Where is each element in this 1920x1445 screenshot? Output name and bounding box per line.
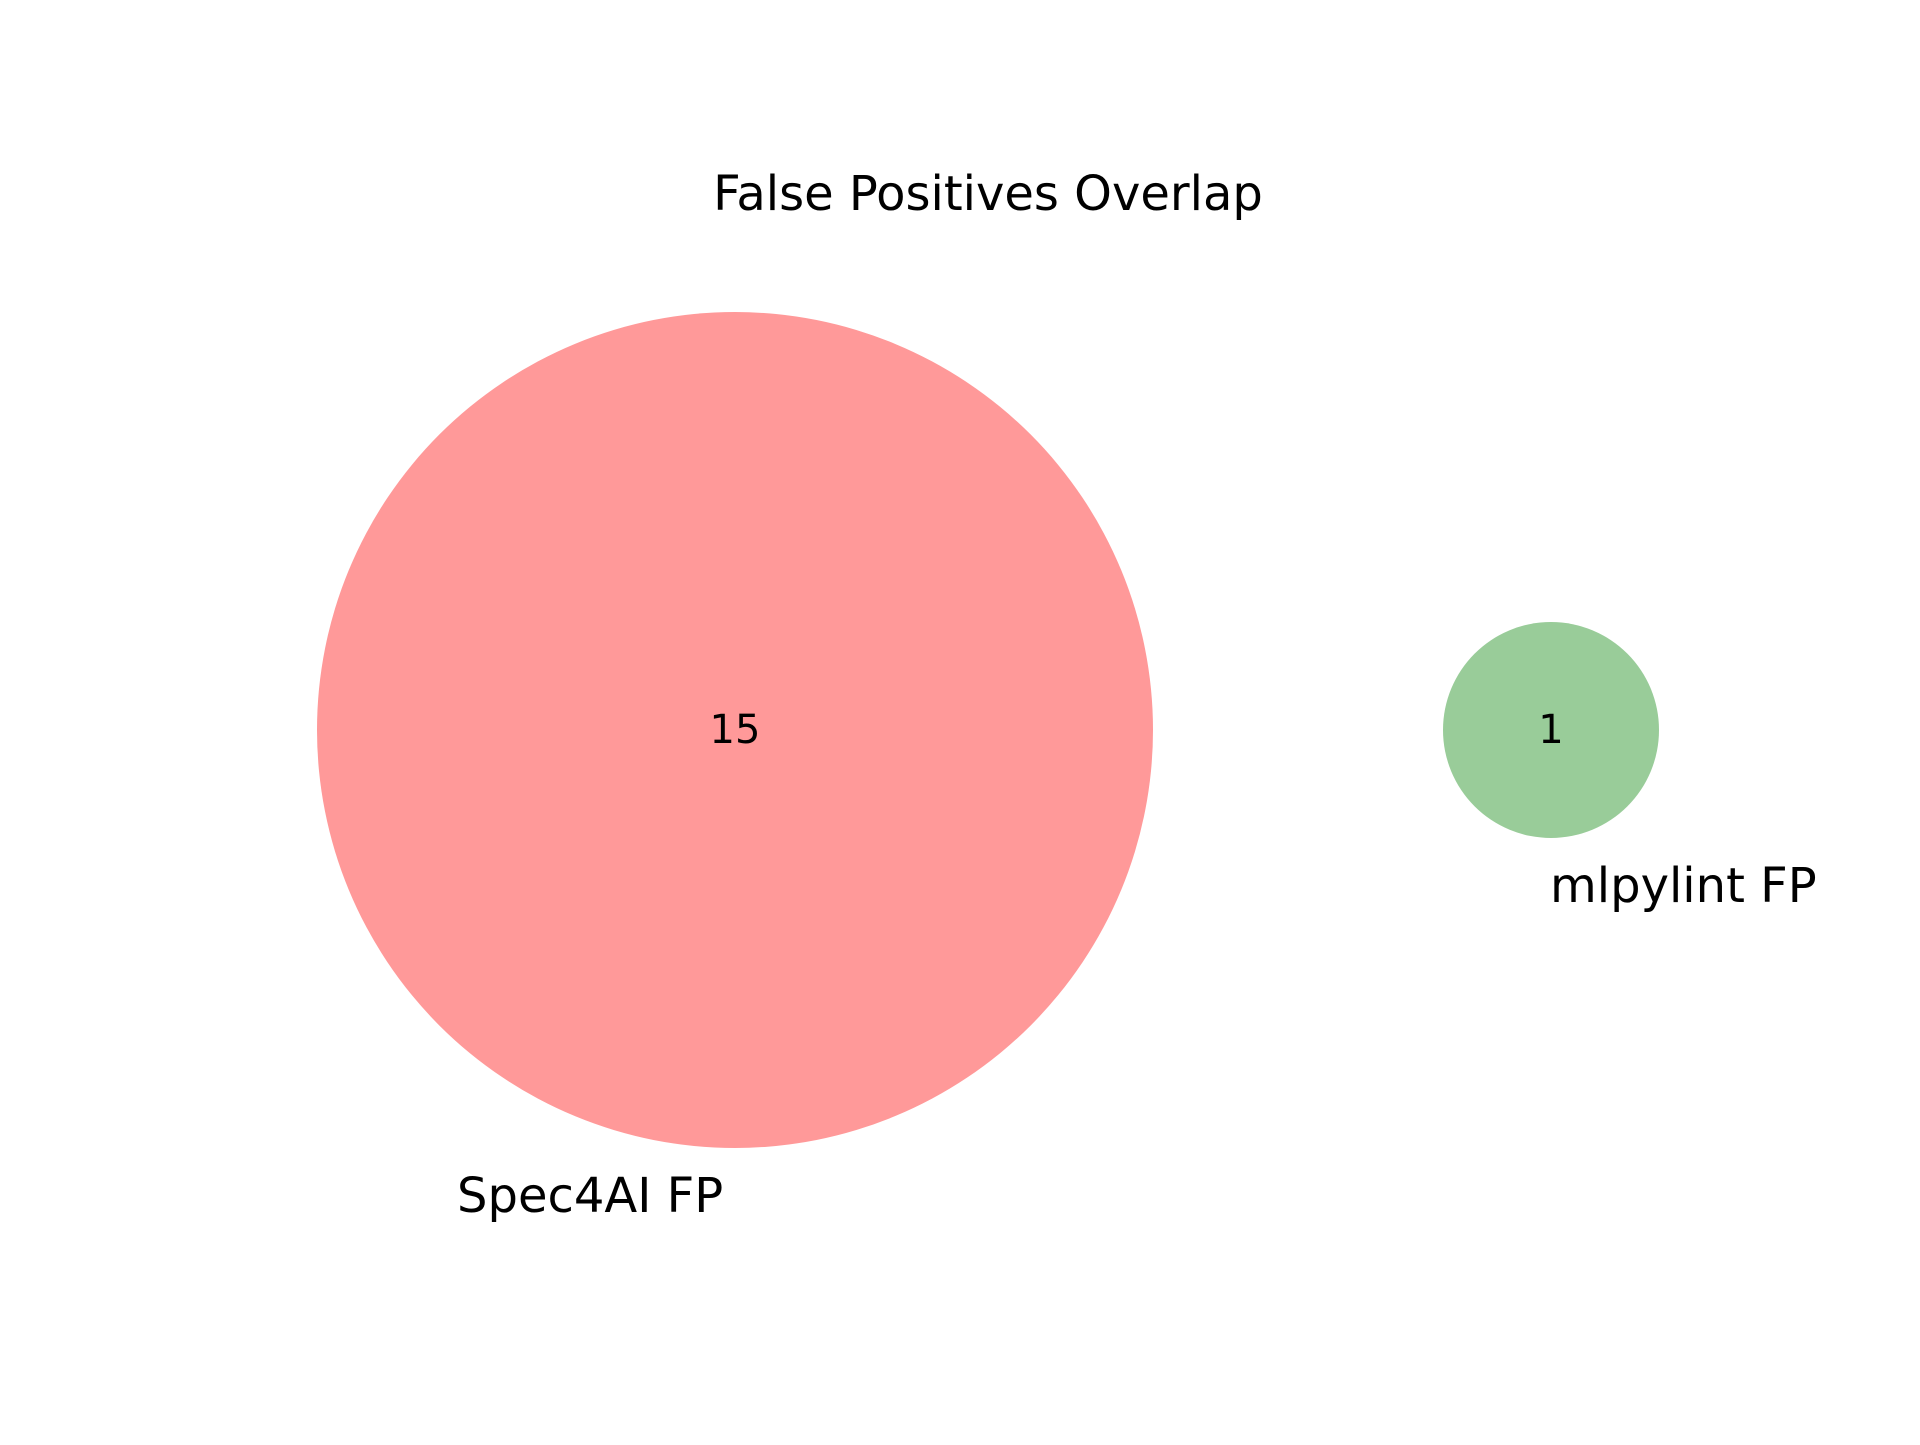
count-mlpylint: 1 [1538,707,1563,753]
set-spec4ai: 15 Spec4AI FP [317,312,1153,1224]
figure-title: False Positives Overlap [713,166,1263,222]
circle-spec4ai [317,312,1153,1148]
label-mlpylint: mlpylint FP [1550,858,1817,914]
label-spec4ai: Spec4AI FP [457,1168,723,1224]
count-spec4ai: 15 [710,707,761,753]
set-mlpylint: 1 mlpylint FP [1443,622,1817,914]
circle-mlpylint [1443,622,1659,838]
